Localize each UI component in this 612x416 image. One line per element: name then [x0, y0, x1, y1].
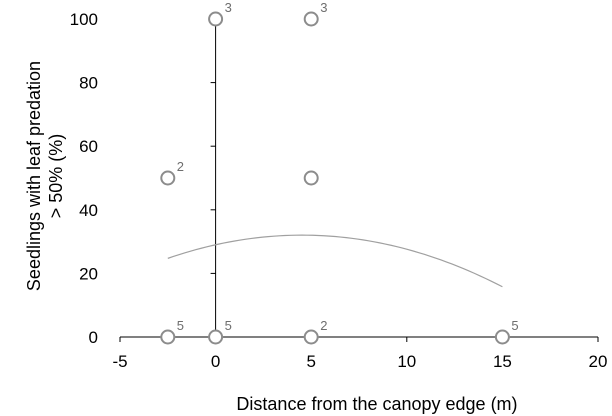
y-axis-title-line1: Seedlings with leaf predation: [24, 61, 44, 291]
x-tick-label: 0: [211, 352, 220, 371]
data-point: [303, 329, 319, 345]
data-point: [160, 170, 176, 186]
fit-curve: [167, 234, 503, 288]
y-axis-title: Seedlings with leaf predation > 50% (%): [24, 61, 66, 291]
data-point: [494, 329, 510, 345]
x-tick-label: 20: [589, 352, 608, 371]
y-tick-label: 100: [70, 10, 98, 29]
y-tick-label: 20: [79, 264, 98, 283]
point-sample-label: 3: [320, 0, 327, 15]
y-tick-label: 40: [79, 201, 98, 220]
y-axis-title-line2: > 50% (%): [46, 134, 66, 219]
x-axis-title: Distance from the canopy edge (m): [236, 394, 517, 414]
x-tick-label: 15: [493, 352, 512, 371]
point-sample-label: 2: [177, 159, 184, 174]
data-point: [303, 11, 319, 27]
x-tick-label: 10: [397, 352, 416, 371]
x-tick-label: 5: [306, 352, 315, 371]
y-tick-label: 60: [79, 137, 98, 156]
data-point: [208, 11, 224, 27]
point-sample-label: 3: [225, 0, 232, 15]
x-tick-label: -5: [112, 352, 127, 371]
data-point: [160, 329, 176, 345]
point-sample-label: 5: [177, 318, 184, 333]
y-tick-label: 0: [89, 328, 98, 347]
data-point: [303, 170, 319, 186]
y-tick-label: 80: [79, 74, 98, 93]
data-point: [208, 329, 224, 345]
point-sample-label: 2: [320, 318, 327, 333]
point-sample-label: 5: [511, 318, 518, 333]
point-sample-label: 5: [225, 318, 232, 333]
plot-area: 0 20 40 60 80 100 -5 0 5 10 15 20 5 5 2 5 2 3 3: [70, 0, 608, 371]
